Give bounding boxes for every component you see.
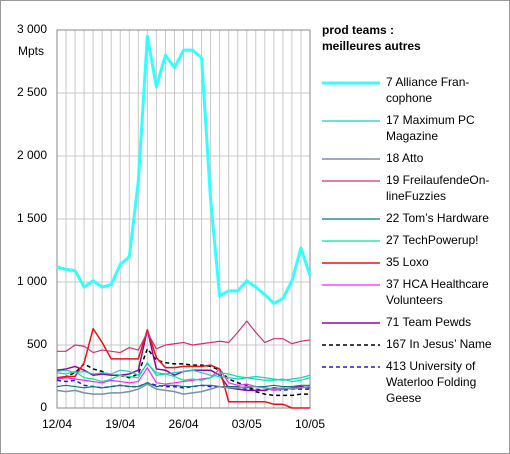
y-tick-label: 1 000 [17,274,47,288]
series-line [56,363,311,381]
legend-label: 27 TechPowerup! [386,233,479,247]
x-tick-label: 10/05 [295,417,325,431]
legend-label: 17 Maximum PC Magazine [386,113,475,143]
series-line [56,383,311,395]
series-line [56,34,312,305]
legend-title: meilleures autres [322,39,421,53]
legend-label: 22 Tom’s Hardware [386,211,489,225]
plot-border [56,29,311,409]
x-tick-label: 19/04 [105,417,135,431]
y-tick-label: 0 [40,400,47,414]
y-tick-label: 3 000 [17,22,47,36]
y-tick-label: 2 000 [17,148,47,162]
legend-title: prod teams : [322,23,394,37]
legend-label: 7 Alliance Fran-cophone [386,75,469,105]
legend-label: 413 University of Waterloo Folding Geese [386,359,476,405]
legend-label: 18 Atto [386,151,424,165]
legend-label: 37 HCA Healthcare Volunteers [386,277,489,307]
series-line [56,327,310,409]
series-line [57,320,311,354]
legend-label: 167 In Jesus’ Name [386,337,492,351]
legend-label: 35 Loxo [386,255,429,269]
legend-label: 71 Team Pewds [386,315,471,329]
series-line [56,362,311,383]
series-line [56,382,310,389]
x-tick-label: 26/04 [168,417,198,431]
legend-label: 19 FreilaufendeOn-lineFuzzies [386,173,489,203]
y-tick-label: 1 500 [17,211,47,225]
y-tick-label: 500 [27,337,47,351]
x-tick-label: 03/05 [232,417,262,431]
x-tick-label: 12/04 [42,417,72,431]
y-tick-label: 2 500 [17,85,47,99]
y-axis-label: Mpts [18,44,44,58]
